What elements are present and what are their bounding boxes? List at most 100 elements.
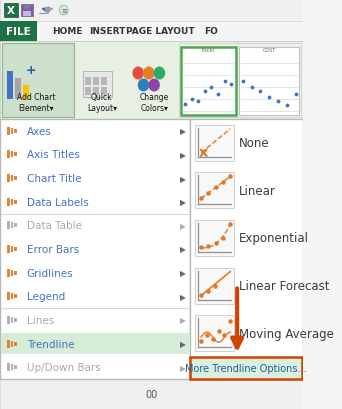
Text: None: None (239, 137, 270, 150)
Bar (11, 199, 13, 205)
Bar (85, 78, 91, 86)
Text: Linear Forecast: Linear Forecast (239, 279, 330, 292)
Bar (24, 6, 30, 10)
Bar (11, 317, 13, 323)
Point (182, 101, 188, 108)
Circle shape (148, 79, 160, 92)
Text: ▶: ▶ (181, 363, 186, 372)
Bar (14, 153, 17, 157)
Text: Exponential: Exponential (239, 232, 309, 245)
Text: ▶: ▶ (181, 268, 186, 277)
Point (227, 221, 233, 228)
Point (227, 318, 233, 325)
Point (275, 99, 281, 105)
Bar (14, 224, 17, 228)
Text: Lines: Lines (27, 315, 54, 325)
Point (213, 185, 219, 191)
Point (222, 332, 227, 339)
Bar (14, 200, 17, 204)
Text: ▶: ▶ (181, 292, 186, 301)
Bar (0, 379, 303, 409)
Bar (23, 12, 31, 17)
Bar (195, 268, 234, 304)
Text: More Trendline Options...: More Trendline Options... (185, 363, 307, 373)
Circle shape (143, 67, 155, 80)
Text: ▶: ▶ (181, 151, 186, 160)
Bar (101, 78, 107, 86)
Circle shape (132, 67, 144, 80)
Circle shape (138, 79, 149, 92)
Bar (195, 220, 234, 256)
Text: Data Labels: Data Labels (27, 197, 88, 207)
Bar (14, 365, 17, 369)
Bar (1, 333, 189, 355)
Point (215, 92, 221, 98)
Bar (11, 223, 13, 229)
Text: Axes: Axes (27, 126, 51, 137)
Point (216, 328, 221, 335)
Text: ▶: ▶ (181, 316, 186, 325)
Bar (7, 363, 10, 371)
Bar (0, 42, 303, 120)
Point (249, 85, 254, 91)
Point (227, 174, 233, 180)
Bar (14, 177, 17, 181)
Point (212, 283, 218, 289)
Bar (11, 364, 13, 370)
Point (198, 196, 204, 202)
Text: Linear: Linear (239, 184, 276, 198)
Text: ▶: ▶ (181, 198, 186, 207)
Bar (15, 79, 21, 100)
Point (222, 79, 227, 85)
Text: PAGE LAYOUT: PAGE LAYOUT (126, 27, 195, 36)
Bar (14, 271, 17, 275)
Text: Change
Colors▾: Change Colors▾ (140, 93, 169, 113)
Bar (181, 48, 236, 116)
Bar (14, 318, 17, 322)
Text: ▶: ▶ (181, 245, 186, 254)
Bar (14, 342, 17, 346)
Bar (14, 130, 17, 133)
Text: INSERT: INSERT (89, 27, 126, 36)
Point (258, 88, 263, 95)
Bar (7, 245, 10, 254)
Text: FILE: FILE (6, 27, 31, 37)
Text: COST: COST (263, 47, 276, 52)
Bar (0, 120, 190, 379)
Bar (7, 340, 10, 348)
Point (198, 244, 204, 251)
Circle shape (154, 67, 165, 80)
Point (293, 92, 299, 98)
Bar (14, 247, 17, 252)
Bar (101, 88, 107, 96)
Bar (2, 44, 75, 118)
Circle shape (60, 6, 68, 16)
Bar (83, 72, 111, 98)
Bar (7, 128, 10, 135)
Bar (21, 5, 33, 17)
Text: Axis Titles: Axis Titles (27, 150, 79, 160)
Text: ▶: ▶ (181, 339, 186, 348)
Point (202, 88, 208, 95)
Bar (7, 151, 10, 159)
Bar (85, 88, 91, 96)
Point (220, 179, 226, 186)
Point (220, 235, 226, 242)
Text: Excel: Excel (202, 47, 214, 52)
Text: 00: 00 (145, 389, 158, 399)
Point (206, 288, 211, 294)
Text: FO: FO (204, 27, 218, 36)
Bar (189, 120, 303, 379)
Text: ▶: ▶ (181, 127, 186, 136)
Bar (195, 126, 234, 162)
Bar (11, 246, 13, 252)
Bar (7, 269, 10, 277)
Bar (11, 270, 13, 276)
Text: X: X (6, 6, 15, 16)
Text: Legend: Legend (27, 292, 65, 301)
Point (240, 79, 246, 85)
Point (206, 243, 211, 249)
Point (196, 99, 201, 105)
Text: Error Bars: Error Bars (27, 245, 79, 254)
Point (198, 338, 204, 345)
